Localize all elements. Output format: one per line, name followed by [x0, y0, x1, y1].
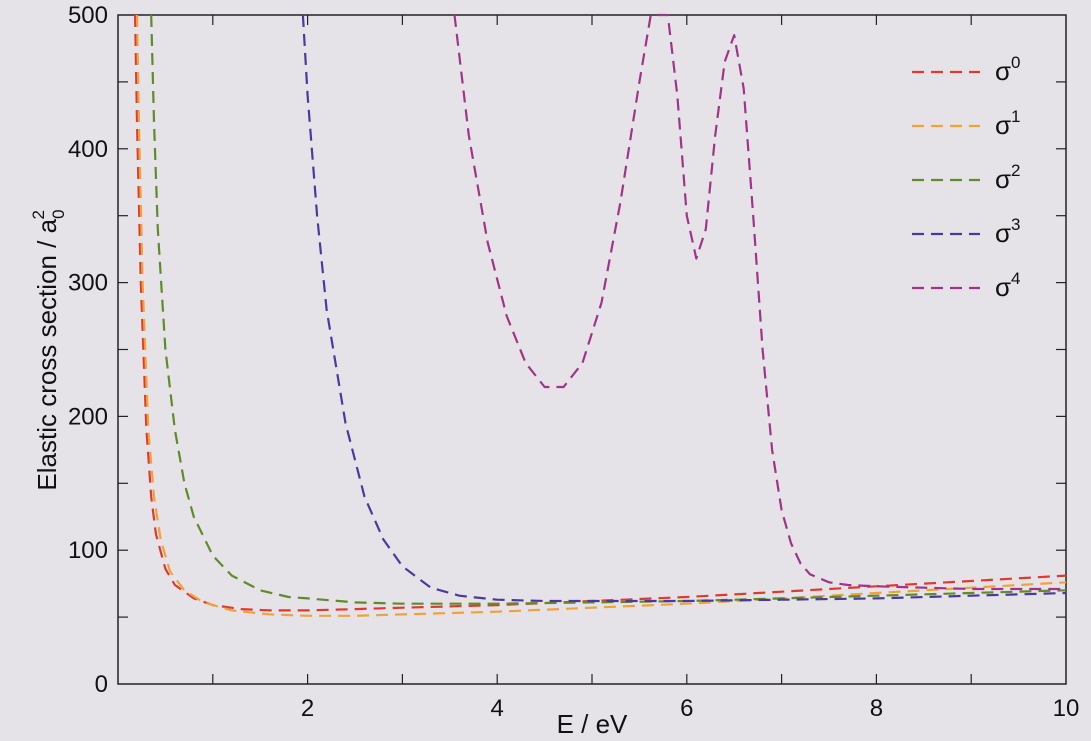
- y-axis-title-subscript: 0: [49, 209, 68, 218]
- x-tick-label: 8: [870, 695, 883, 722]
- y-axis-title-superscript: 2: [29, 210, 48, 219]
- series-line-sigma-1: [135, 14, 1067, 617]
- y-tick-label: 0: [95, 671, 108, 698]
- plot-frame: [117, 14, 1067, 685]
- x-tick-label: 6: [680, 695, 693, 722]
- x-tick-label: 2: [301, 695, 314, 722]
- legend: σ0 σ1 σ2 σ3 σ4: [912, 53, 1021, 302]
- series-lines: [134, 13, 1067, 617]
- y-tick-label: 200: [68, 403, 108, 430]
- y-axis-title: Elastic cross section / a02: [29, 209, 68, 490]
- y-tick-label: 100: [68, 537, 108, 564]
- y-tick-label: 400: [68, 136, 108, 163]
- legend-label-sigma-3: σ3: [995, 215, 1021, 248]
- legend-label-sigma-1: σ1: [995, 107, 1021, 140]
- x-tick-label: 10: [1053, 695, 1080, 722]
- legend-label-sigma-2: σ2: [995, 161, 1021, 194]
- legend-label-sigma-0: σ0: [995, 53, 1021, 86]
- y-tick-label: 500: [68, 2, 108, 29]
- x-axis-title: E / eV: [557, 709, 628, 739]
- series-line-sigma-2: [150, 14, 1067, 605]
- y-tick-label: 300: [68, 270, 108, 297]
- legend-label-sigma-4: σ4: [995, 269, 1021, 302]
- series-line-sigma-4: [453, 13, 1066, 591]
- y-axis-title-text: Elastic cross section / a: [32, 218, 62, 490]
- x-tick-label: 4: [491, 695, 504, 722]
- series-line-sigma-3: [301, 14, 1067, 603]
- series-line-sigma-0: [134, 14, 1067, 612]
- axis-ticks: [118, 15, 1066, 684]
